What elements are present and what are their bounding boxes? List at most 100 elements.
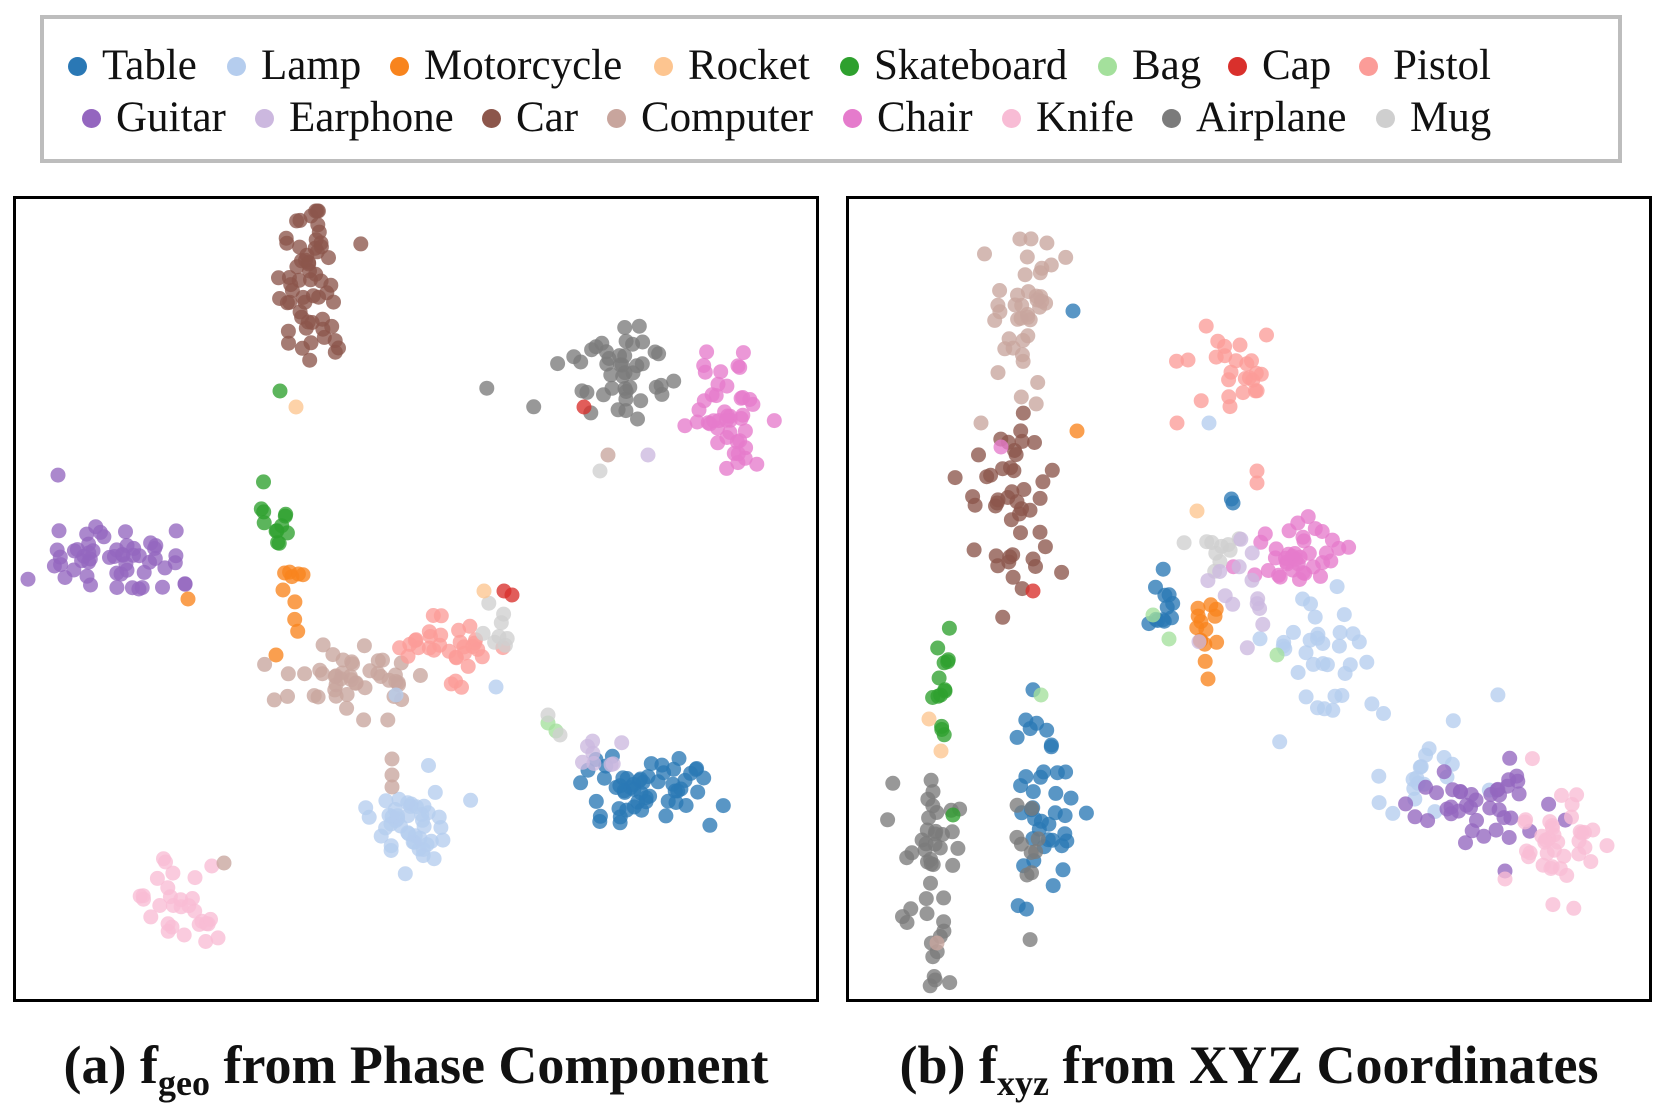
point-b-table [1029,715,1045,731]
point-a-guitar [50,467,66,483]
caption-a-suffix: from Phase Component [209,1035,769,1095]
point-b-computer [1013,389,1029,405]
point-a-computer [312,662,328,678]
point-a-guitar [155,579,170,595]
point-a-mug [481,595,497,611]
point-a-car [321,250,336,266]
point-b-lamp [1418,747,1434,763]
point-a-airplane [618,333,634,349]
point-b-bag [1161,631,1177,647]
point-b-lamp [1337,666,1353,681]
point-b-table [1155,561,1171,577]
point-a-lamp [361,809,377,825]
point-a-lamp [412,830,428,846]
legend-item-cap: Cap [1228,39,1331,93]
point-b-lamp [1385,805,1401,821]
point-a-airplane [618,384,634,399]
point-b-car [983,467,999,483]
point-a-computer [362,663,378,679]
legend-swatch-car [482,108,501,128]
point-a-lamp [463,792,479,808]
point-b-airplane [920,791,936,807]
point-a-lamp [397,866,413,882]
point-a-airplane [653,377,669,393]
point-b-chair [1253,534,1269,550]
point-b-motorcycle [1189,620,1205,636]
point-b-airplane [950,840,966,856]
point-b-airplane [1009,797,1025,813]
point-b-lamp [1298,689,1314,705]
point-a-knife [176,927,192,943]
point-b-lamp [1290,665,1306,680]
point-b-pistol [1228,353,1244,369]
point-a-computer [328,668,344,684]
point-b-chair [1271,567,1287,583]
point-a-chair [708,388,724,404]
point-a-earphone [603,757,619,773]
point-a-chair [702,416,718,432]
point-a-car [331,340,346,356]
point-b-table [1041,816,1057,832]
point-a-chair [766,413,782,429]
point-b-guitar [1496,810,1512,826]
point-b-pistol [1222,399,1238,415]
legend-item-chair: Chair [843,91,973,145]
point-b-guitar [1501,830,1517,845]
point-a-chair [691,402,707,418]
point-b-knife [1556,848,1572,864]
point-a-pistol [451,622,467,638]
point-a-knife [165,865,181,881]
point-b-airplane [926,969,942,984]
point-a-car [307,240,323,256]
point-a-guitar [66,543,82,559]
point-b-airplane [1009,829,1025,845]
point-b-table [1009,729,1025,745]
point-a-computer [380,712,396,728]
point-a-table [588,793,604,809]
point-a-chair [737,423,753,439]
point-b-chair [1296,533,1312,549]
point-b-car [1032,490,1048,506]
point-a-earphone [640,447,656,463]
point-a-lamp [435,832,451,848]
point-a-table [650,774,666,790]
point-b-motorcycle [1190,600,1206,616]
point-a-rocket [476,583,492,599]
legend-label-lamp: Lamp [261,42,362,89]
legend-item-guitar: Guitar [82,91,226,145]
point-b-skateboard [940,652,956,668]
point-b-table [1045,832,1060,848]
point-a-computer [384,751,400,767]
legend-item-airplane: Airplane [1162,91,1346,145]
caption-a-subscript: geo [157,1062,210,1103]
point-b-table [1063,790,1079,806]
point-a-airplane [526,399,542,415]
point-b-airplane [918,891,934,907]
legend-item-pistol: Pistol [1359,39,1491,93]
point-b-airplane [885,775,901,791]
point-a-car [280,323,296,339]
point-b-pistol [1249,383,1265,399]
point-b-car [1025,551,1041,567]
legend-label-computer: Computer [641,94,813,141]
point-a-rocket [288,399,304,415]
point-a-mug [552,727,568,743]
legend-swatch-skateboard [840,56,859,76]
point-a-airplane [631,318,647,334]
point-b-airplane [1024,865,1039,881]
point-a-car [302,352,318,368]
point-b-knife [1524,751,1540,767]
point-a-airplane [633,393,649,409]
point-a-pistol [462,618,478,634]
point-a-computer [297,666,313,682]
point-b-airplane [923,851,939,867]
point-a-table [626,799,642,815]
point-b-mug [1208,545,1224,561]
point-a-skateboard [256,515,272,531]
point-b-knife [1550,834,1566,850]
point-b-bag [1269,647,1285,663]
point-a-computer [384,767,400,783]
point-a-guitar [168,523,184,539]
legend-item-skateboard: Skateboard [840,39,1067,93]
point-b-pistol [1169,415,1185,431]
